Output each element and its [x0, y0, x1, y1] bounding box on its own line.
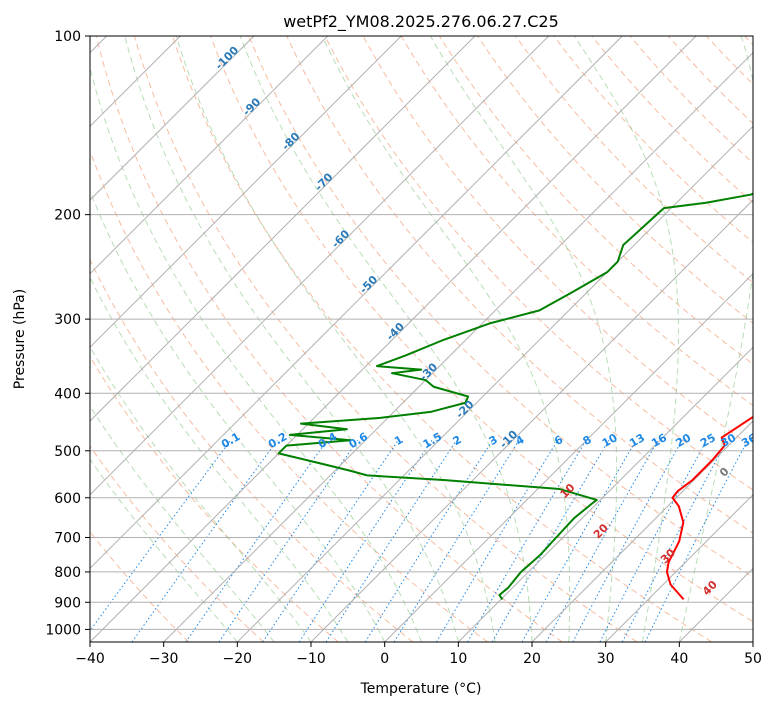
y-tick-label: 100 — [54, 29, 81, 45]
dry-adiabat-line — [90, 445, 264, 642]
dry-adiabat-line — [400, 36, 753, 407]
y-tick-label: 600 — [54, 491, 81, 507]
x-tick-label: −10 — [296, 651, 326, 667]
moist-adiabat-line — [90, 189, 386, 642]
moist-adiabat-line — [573, 36, 679, 642]
isotherm-line — [457, 346, 753, 642]
mixing-ratio-line — [185, 439, 328, 642]
isotherm-line — [531, 420, 753, 642]
mixing-ratio-line — [298, 439, 433, 642]
moist-adiabat-line — [678, 36, 753, 642]
mixing-ratio-line — [491, 440, 610, 642]
x-axis-label: Temperature (°C) — [360, 681, 482, 697]
isotherm-line — [236, 125, 753, 642]
x-tick-label: 40 — [670, 651, 688, 667]
x-tick-label: 0 — [380, 651, 389, 667]
mixing-ratio-line — [572, 440, 683, 642]
dry-adiabat-line — [90, 149, 488, 642]
dry-adiabat-line — [286, 36, 753, 534]
isotherm-line — [90, 36, 255, 201]
moist-adiabat-line — [90, 65, 422, 642]
moist-adiabat-line — [429, 36, 618, 642]
moist-adiabat-line — [124, 36, 459, 642]
moist-adiabat-line — [175, 36, 496, 642]
mixing-ratio-line — [545, 440, 659, 642]
moist-adiabat-line — [321, 36, 571, 642]
y-tick-label: 500 — [54, 444, 81, 460]
y-tick-label: 400 — [54, 386, 81, 402]
mixing-ratio-line — [521, 440, 637, 642]
dry-adiabat-line — [629, 36, 753, 164]
y-tick-label: 900 — [54, 595, 81, 611]
mixing-ratio-line — [90, 439, 232, 632]
y-tick-label: 300 — [54, 312, 81, 328]
isotherm-line — [90, 36, 402, 349]
isotherm-line — [605, 493, 753, 642]
x-tick-label: 50 — [744, 651, 762, 667]
mixing-ratio-line — [467, 440, 587, 642]
moist-adiabat-line — [90, 458, 238, 642]
dry-adiabat-line — [172, 36, 713, 642]
x-tick-label: 20 — [523, 651, 541, 667]
dry-adiabat-line — [95, 36, 563, 642]
x-tick-label: −20 — [223, 651, 253, 667]
y-tick-label: 700 — [54, 531, 81, 547]
mixing-ratio-line — [364, 439, 493, 642]
mixing-ratio-line — [218, 439, 359, 642]
dry-adiabat-line — [591, 36, 753, 204]
dry-adiabat-line — [477, 36, 753, 324]
dry-adiabat-line — [439, 36, 753, 365]
mixing-ratio-line — [325, 439, 457, 642]
isotherm-line — [90, 36, 476, 422]
plot-area: 0.1 0.2 0.4 0.6 1 1.5 2 3 4 6 8 10 13 16 20 25 30 3610203… — [90, 36, 759, 642]
isotherm-line — [90, 36, 697, 642]
isotherm-line — [310, 199, 753, 642]
x-tick-label: −30 — [149, 651, 179, 667]
moist-adiabat-line — [239, 36, 533, 642]
isotherm-line — [384, 272, 753, 642]
isotherm-line — [90, 36, 623, 570]
chart-title: wetPf2_YM08.2025.276.06.27.C25 — [283, 12, 559, 32]
moist-adiabat-line — [90, 405, 275, 642]
plot-frame — [89, 35, 754, 643]
isotherm-line — [163, 51, 753, 642]
y-tick-label: 1000 — [45, 622, 81, 638]
dry-adiabat-line — [248, 36, 753, 578]
dewpoint-line — [277, 192, 753, 600]
y-tick-label: 200 — [54, 208, 81, 224]
isotherm-line — [90, 36, 329, 275]
mixing-ratio-line — [131, 439, 278, 642]
x-tick-label: 10 — [449, 651, 467, 667]
temperature-line — [665, 415, 753, 601]
y-tick-label: 800 — [54, 565, 81, 581]
dry-adiabat-line — [133, 36, 638, 642]
x-tick-label: −40 — [75, 651, 105, 667]
mixing-ratio-label: 36 — [739, 431, 759, 450]
isotherm-line — [90, 36, 550, 496]
dry-adiabat-line — [90, 259, 414, 642]
x-tick-label: 30 — [597, 651, 615, 667]
mixing-ratio-line — [262, 439, 399, 642]
y-axis-label: Pressure (hPa) — [12, 289, 28, 389]
moist-adiabat-line — [90, 276, 349, 642]
dry-adiabat-line — [362, 36, 753, 449]
